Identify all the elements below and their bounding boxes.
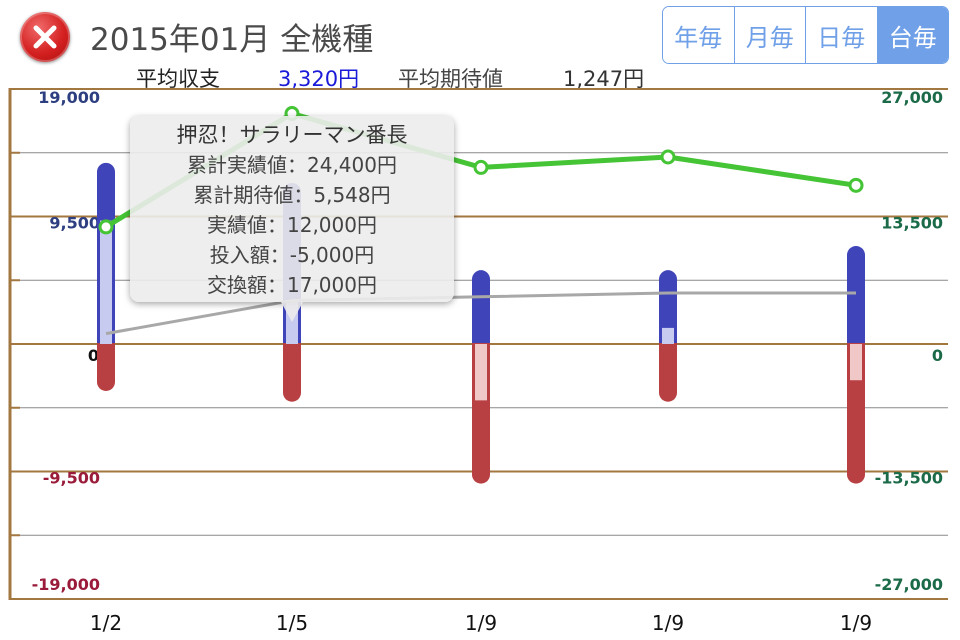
close-icon xyxy=(33,25,57,49)
cumulative-actual-point xyxy=(848,177,864,193)
cumulative-actual-point xyxy=(660,149,676,165)
bar-positive xyxy=(472,270,490,353)
tooltip-line-cumulative-actual: 累計実績値：24,400円 xyxy=(187,153,397,177)
page-title: 2015年01月 全機種 xyxy=(90,22,374,58)
tooltip-line-actual: 実績値：12,000円 xyxy=(207,213,377,237)
bar-positive-inner xyxy=(100,220,112,344)
bar-negative-cap xyxy=(97,343,115,353)
right-axis-tick-label: -27,000 xyxy=(875,575,943,594)
bar-negative-cap xyxy=(659,343,677,353)
bar-negative xyxy=(283,344,301,402)
period-segmented-control[interactable]: 年毎 月毎 日毎 台毎 xyxy=(662,6,949,64)
bar-negative xyxy=(659,344,677,402)
expected-value-line xyxy=(105,291,856,336)
tooltip-line-invested: 投入額：-5,000円 xyxy=(209,243,375,267)
tooltip-title: 押忍！サラリーマン番長 xyxy=(176,123,408,147)
left-axis-tick-label: 19,000 xyxy=(38,88,100,107)
tooltip-line-cumulative-expected: 累計期待値：5,548円 xyxy=(193,183,391,207)
avg-income-value: 3,320円 xyxy=(278,67,360,91)
right-axis-tick-label: 13,500 xyxy=(881,214,943,233)
x-axis-tick-label: 1/9 xyxy=(840,611,872,635)
left-axis-tick-label: -9,500 xyxy=(43,469,100,488)
segment-machine[interactable]: 台毎 xyxy=(876,7,948,63)
x-axis-tick-label: 1/9 xyxy=(652,611,684,635)
segment-day[interactable]: 日毎 xyxy=(805,7,877,63)
summary-row: 平均収支 3,320円 平均期待値 1,247円 xyxy=(0,58,960,92)
avg-expected-value: 1,247円 xyxy=(563,67,645,91)
cumulative-actual-point xyxy=(98,219,114,235)
bar-positive-inner xyxy=(662,327,674,344)
cumulative-actual-point xyxy=(473,159,489,175)
bar-negative-cap xyxy=(283,343,301,353)
bar-negative xyxy=(97,344,115,391)
left-axis-tick-label: 0 xyxy=(88,346,99,365)
bar-negative-inner xyxy=(475,344,487,401)
x-axis-tick-label: 1/9 xyxy=(465,611,497,635)
x-axis-tick-label: 1/5 xyxy=(276,611,308,635)
avg-expected-label: 平均期待値 xyxy=(398,67,503,91)
data-tooltip: 押忍！サラリーマン番長 累計実績値：24,400円 累計期待値：5,548円 実… xyxy=(130,116,454,322)
bar-positive xyxy=(847,246,865,353)
left-axis-tick-label: -19,000 xyxy=(32,575,100,594)
left-axis-tick-label: 9,500 xyxy=(49,214,100,233)
x-axis-tick-label: 1/2 xyxy=(90,611,122,635)
segment-year[interactable]: 年毎 xyxy=(663,7,734,63)
tooltip-line-exchanged: 交換額：17,000円 xyxy=(207,273,377,297)
right-axis-tick-label: 27,000 xyxy=(881,88,943,107)
segment-month[interactable]: 月毎 xyxy=(733,7,805,63)
right-axis-tick-label: -13,500 xyxy=(875,469,943,488)
bar-negative-inner xyxy=(850,344,862,381)
avg-income-label: 平均収支 xyxy=(136,67,220,91)
close-button[interactable] xyxy=(20,12,70,62)
right-axis-tick-label: 0 xyxy=(932,346,943,365)
